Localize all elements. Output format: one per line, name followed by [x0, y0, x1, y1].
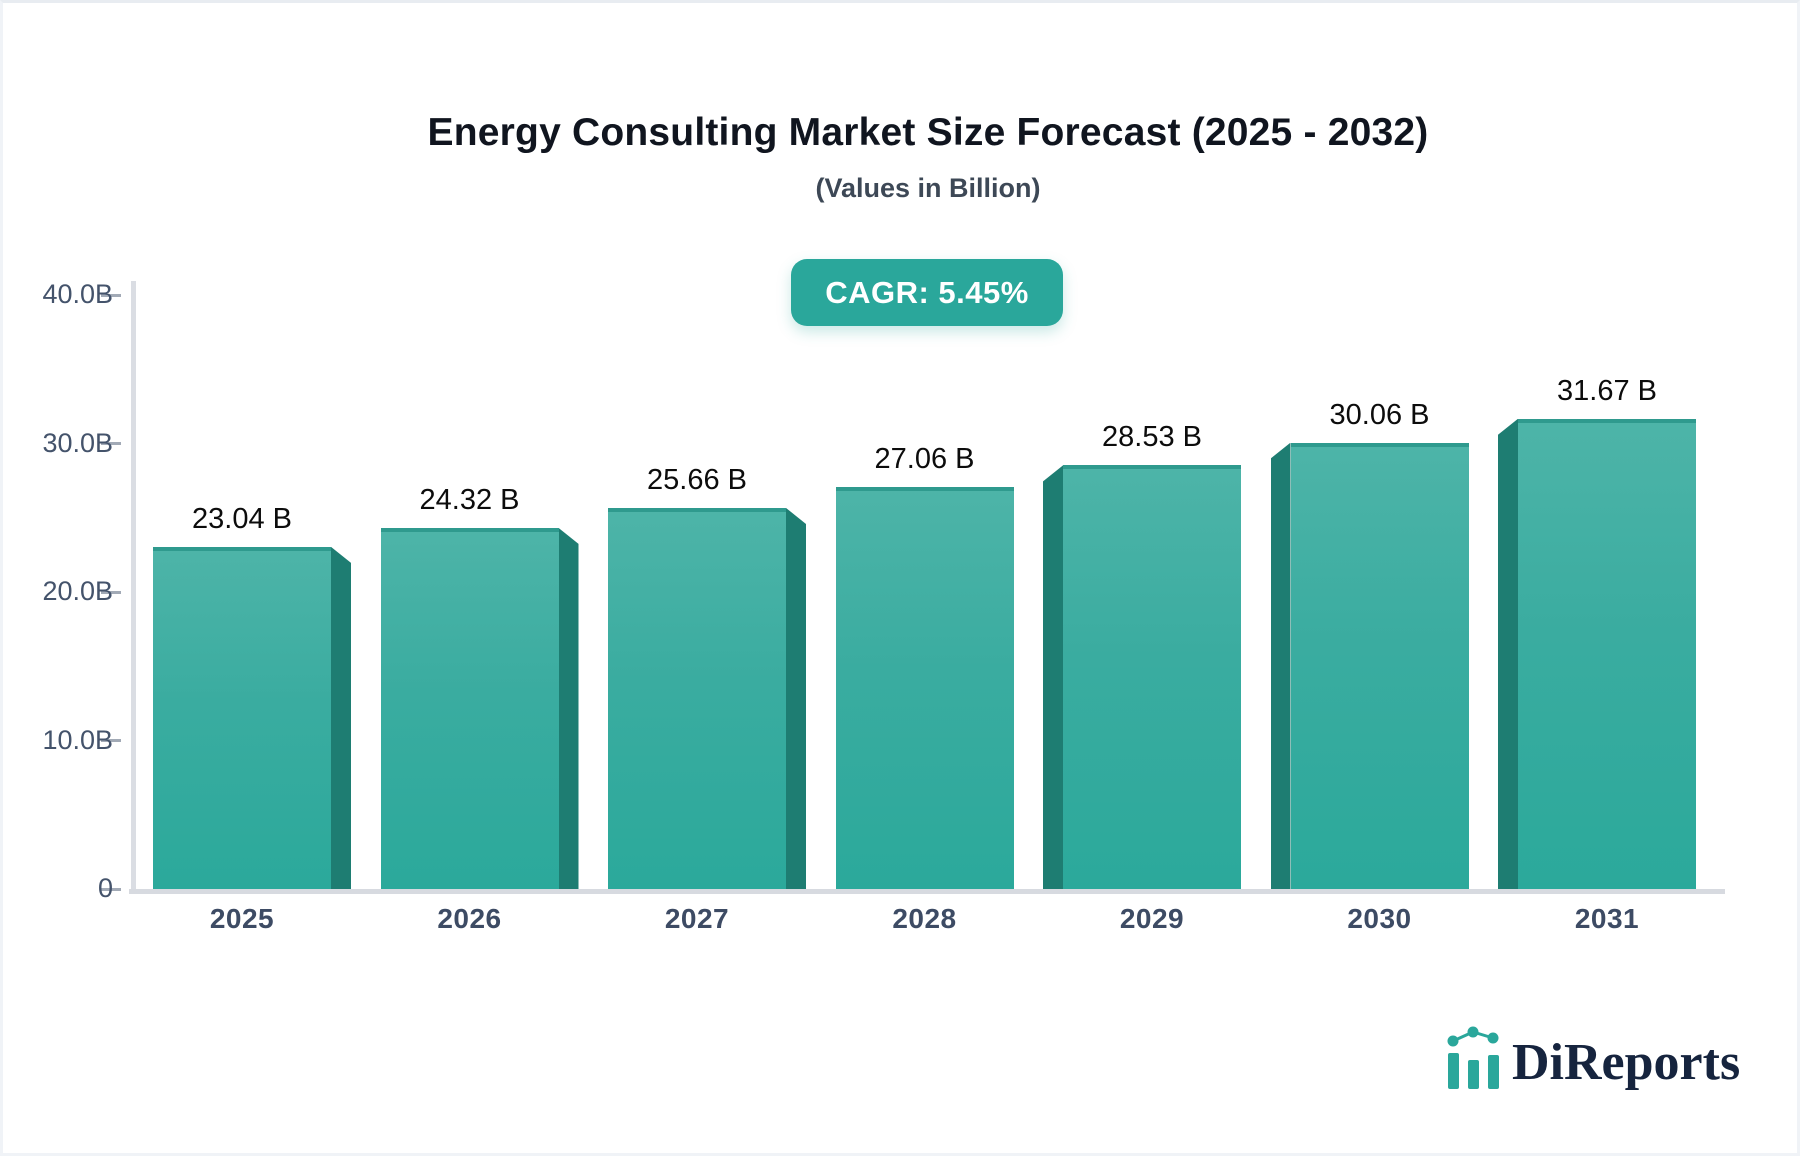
bar-chart-sparkline-icon: [1447, 1026, 1499, 1089]
x-axis-label: 2029: [1119, 903, 1185, 934]
bar-value-label: 28.53 B: [1102, 421, 1202, 454]
brand-logo: DiReports: [1446, 1025, 1740, 1091]
y-tick-label: 10.0B: [42, 724, 113, 755]
bar: [835, 487, 1014, 889]
bar: [1518, 418, 1696, 889]
y-axis-line: [131, 281, 136, 894]
bar: [1063, 465, 1241, 889]
y-tick-dash: [101, 293, 121, 297]
x-axis-label: 2030: [1347, 903, 1412, 934]
bar-side-face: [1270, 442, 1291, 889]
y-tick-dash: [101, 887, 121, 891]
y-tick-dash: [101, 442, 121, 445]
bar-value-label: 25.66 B: [647, 463, 747, 496]
bar-side-face: [558, 527, 579, 889]
title-block: Energy Consulting Market Size Forecast (…: [53, 111, 1797, 204]
y-tick-label: 40.0B: [42, 279, 113, 309]
x-axis-label: 2028: [892, 903, 957, 934]
y-tick-label: 30.0B: [42, 427, 113, 458]
y-tick-dash: [101, 590, 121, 594]
bar-value-label: 24.32 B: [419, 483, 520, 516]
bar-side-face: [331, 546, 351, 889]
bar: [608, 507, 786, 889]
bar: [1290, 442, 1469, 889]
bar-value-label: 23.04 B: [192, 502, 292, 535]
bar-side-face: [1043, 465, 1063, 889]
bar-value-label: 31.67 B: [1557, 374, 1657, 407]
bar: [380, 527, 559, 889]
bar-value-label: 30.06 B: [1329, 398, 1430, 431]
bar-side-face: [1498, 418, 1518, 889]
bar: [153, 546, 331, 889]
y-tick-dash: [101, 739, 121, 742]
x-axis-label: 2025: [209, 903, 275, 934]
page-subtitle: (Values in Billion): [815, 173, 1041, 203]
x-axis-label: 2031: [1574, 903, 1640, 934]
page-title: Energy Consulting Market Size Forecast (…: [427, 111, 1429, 154]
cagr-badge-label: CAGR: 5.45%: [825, 274, 1029, 310]
x-axis-label: 2027: [664, 903, 730, 934]
brand-logo-text: DiReports: [1512, 1034, 1741, 1091]
bar-value-label: 27.06 B: [874, 443, 975, 476]
x-axis-label: 2026: [437, 903, 502, 934]
cagr-badge: CAGR: 5.45%: [791, 259, 1063, 326]
bar-side-face: [786, 507, 806, 889]
x-axis-line: [129, 889, 1725, 894]
bar-chart: 40.0B 30.0B 20.0B 10.0B 0 23.04 B 2025 24.32 B…: [3, 3, 1797, 1153]
y-tick-label: 20.0B: [42, 576, 113, 606]
y-tick-label: 0: [97, 873, 113, 903]
